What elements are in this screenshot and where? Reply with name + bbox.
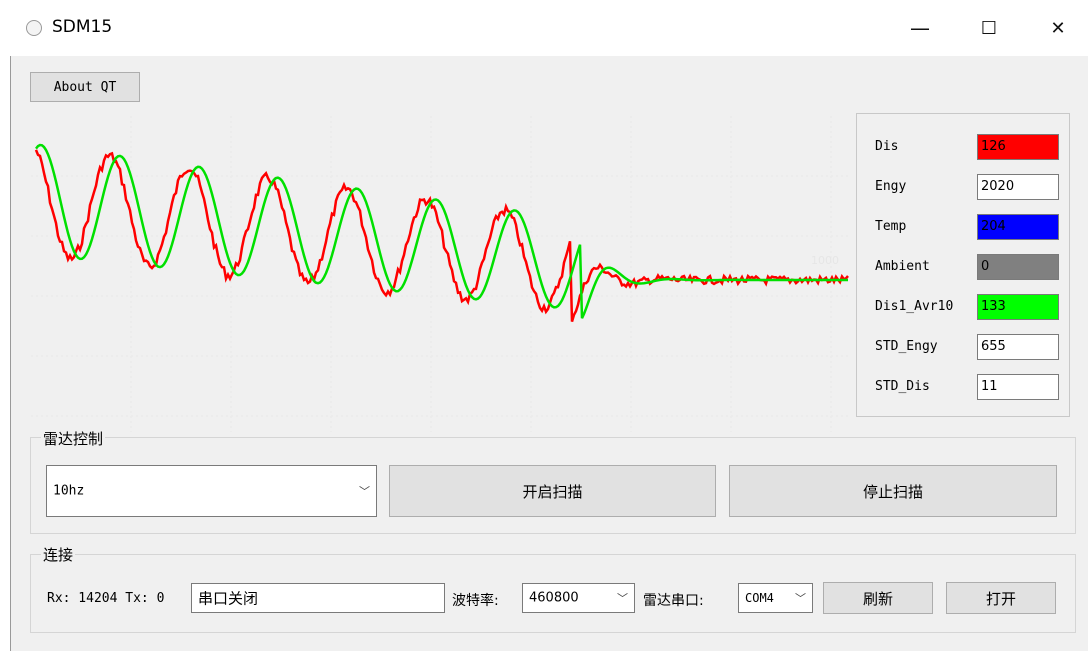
close-button[interactable]: ✕ (1050, 17, 1066, 39)
std-engy-value: 655 (977, 334, 1059, 360)
chevron-down-icon: ﹀ (795, 592, 806, 605)
ambient-label: Ambient (875, 259, 930, 274)
dis-label: Dis (875, 139, 899, 154)
std-engy-label: STD_Engy (875, 339, 938, 354)
start-scan-button[interactable]: 开启扫描 (389, 465, 716, 517)
title-bar: SDM15 — ☐ ✕ (0, 0, 1088, 56)
dis1-avr10-label: Dis1_Avr10 (875, 299, 954, 314)
ambient-value: 0 (977, 254, 1059, 280)
baud-rate-value: 460800 (529, 590, 579, 606)
connection-title: 连接 (41, 544, 76, 565)
chevron-down-icon: ﹀ (359, 485, 370, 498)
serial-status-field: 串口关闭 (191, 583, 445, 613)
radar-port-select[interactable]: COM4 ﹀ (738, 583, 813, 613)
std-dis-label: STD_Dis (875, 379, 930, 394)
radar-control-group (30, 437, 1076, 534)
main-window-client: About QT 1000 Dis 126 Engy 2020 Temp 204 (10, 56, 1088, 651)
readout-panel: Dis 126 Engy 2020 Temp 204 Ambient 0 Dis… (856, 113, 1070, 417)
plot-axis-label: 1000 (811, 254, 839, 267)
series-dis1-avr10-line (35, 143, 848, 319)
series-dis-line (34, 149, 849, 322)
plot-grid (31, 116, 851, 432)
baud-rate-label: 波特率: (452, 593, 499, 609)
stop-scan-button[interactable]: 停止扫描 (729, 465, 1057, 517)
scan-rate-select[interactable]: 10hz ﹀ (46, 465, 377, 517)
dis-value: 126 (977, 134, 1059, 160)
refresh-button[interactable]: 刷新 (823, 582, 933, 614)
radar-control-title: 雷达控制 (41, 428, 106, 449)
minimize-button[interactable]: — (910, 16, 930, 40)
signal-plot: 1000 (31, 116, 851, 432)
std-dis-value: 11 (977, 374, 1059, 400)
temp-label: Temp (875, 219, 907, 234)
dis1-avr10-value: 133 (977, 294, 1059, 320)
radar-port-value: COM4 (745, 591, 774, 605)
rx-tx-counter: Rx: 14204 Tx: 0 (47, 591, 165, 606)
about-qt-button[interactable]: About QT (30, 72, 140, 102)
maximize-button[interactable]: ☐ (980, 17, 998, 39)
temp-value: 204 (977, 214, 1059, 240)
chevron-down-icon: ﹀ (617, 592, 628, 605)
app-icon (26, 20, 42, 36)
serial-status-text: 串口关闭 (198, 589, 259, 608)
open-port-button[interactable]: 打开 (946, 582, 1056, 614)
window-title: SDM15 (52, 17, 113, 37)
scan-rate-value: 10hz (53, 483, 85, 499)
baud-rate-select[interactable]: 460800 ﹀ (522, 583, 635, 613)
connection-group (30, 554, 1076, 633)
engy-label: Engy (875, 179, 907, 194)
engy-value: 2020 (977, 174, 1059, 200)
radar-port-label: 雷达串口: (643, 593, 704, 609)
